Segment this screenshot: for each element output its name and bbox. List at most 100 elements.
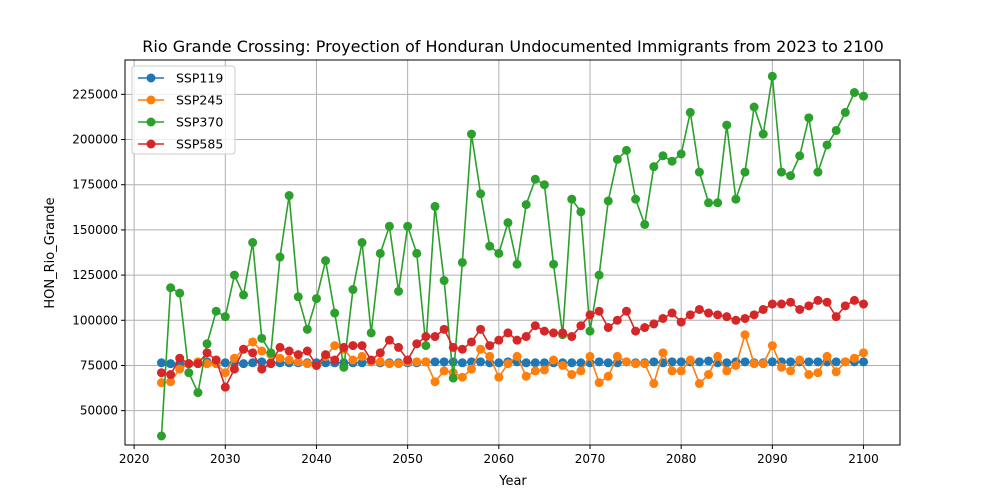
data-point <box>457 372 467 382</box>
data-point <box>257 364 267 374</box>
data-point <box>448 342 458 352</box>
data-point <box>321 358 331 368</box>
data-point <box>621 357 631 367</box>
data-point <box>649 357 659 367</box>
x-tick-label: 2050 <box>392 452 423 466</box>
data-point <box>521 358 531 368</box>
data-point <box>275 342 285 352</box>
data-point <box>366 328 376 338</box>
data-point <box>439 324 449 334</box>
data-point <box>457 257 467 267</box>
data-point <box>239 344 249 354</box>
data-point <box>348 355 358 365</box>
data-point <box>539 365 549 375</box>
data-point <box>685 310 695 320</box>
data-point <box>840 301 850 311</box>
data-point <box>539 326 549 336</box>
series-ssp370 <box>156 71 869 441</box>
x-tick-label: 2100 <box>848 452 879 466</box>
data-point <box>330 308 340 318</box>
legend-item-ssp119: SSP119 <box>138 71 223 86</box>
data-point <box>485 341 495 351</box>
data-point <box>421 341 431 351</box>
legend-item-ssp585: SSP585 <box>138 137 223 152</box>
legend-item-ssp245: SSP245 <box>138 93 223 108</box>
data-point <box>631 359 641 369</box>
data-point <box>612 351 622 361</box>
data-point <box>384 359 394 369</box>
data-point <box>813 368 823 378</box>
data-point <box>302 324 312 334</box>
data-point <box>156 378 166 388</box>
data-point <box>804 113 814 123</box>
data-point <box>795 355 805 365</box>
data-point <box>248 337 258 347</box>
data-point <box>722 312 732 322</box>
data-point <box>694 357 704 367</box>
data-point <box>375 248 385 258</box>
data-point <box>439 357 449 367</box>
data-point <box>859 299 869 309</box>
data-point <box>257 333 267 343</box>
data-point <box>576 207 586 217</box>
data-point <box>530 321 540 331</box>
data-point <box>412 248 422 258</box>
data-point <box>375 357 385 367</box>
data-point <box>849 353 859 363</box>
data-point <box>594 270 604 280</box>
data-point <box>430 332 440 342</box>
data-point <box>603 358 613 368</box>
data-point <box>859 348 869 358</box>
data-point <box>786 357 796 367</box>
data-point <box>512 351 522 361</box>
data-point <box>302 359 312 369</box>
data-point <box>776 362 786 372</box>
data-point <box>731 360 741 370</box>
data-point <box>822 297 832 307</box>
data-point <box>485 351 495 361</box>
data-point <box>621 306 631 316</box>
data-point <box>184 368 194 378</box>
data-point <box>667 357 677 367</box>
data-point <box>713 351 723 361</box>
data-point <box>831 312 841 322</box>
y-tick-label: 150000 <box>72 223 118 237</box>
data-point <box>849 88 859 98</box>
data-point <box>175 364 185 374</box>
data-point <box>275 252 285 262</box>
data-point <box>321 350 331 360</box>
x-axis: 2020 2030 2040 2050 2060 2070 2080 2090 2100 <box>119 445 879 466</box>
data-point <box>585 326 595 336</box>
data-point <box>229 364 239 374</box>
data-point <box>576 366 586 376</box>
data-point <box>731 194 741 204</box>
y-axis: 50000 75000 100000 125000 150000 175000 200000… <box>72 87 125 418</box>
data-point <box>776 299 786 309</box>
data-point <box>713 198 723 208</box>
data-point <box>649 162 659 172</box>
legend: SSP119 SSP245 SSP370 SSP585 <box>131 65 236 155</box>
y-tick-label: 50000 <box>80 404 118 418</box>
data-point <box>220 358 230 368</box>
data-point <box>266 359 276 369</box>
data-point <box>649 379 659 389</box>
data-point <box>704 356 714 366</box>
y-tick-label: 125000 <box>72 268 118 282</box>
data-point <box>558 328 568 338</box>
data-point <box>667 308 677 318</box>
data-point <box>521 332 531 342</box>
data-point <box>758 359 768 369</box>
data-point <box>166 359 176 369</box>
data-point <box>621 145 631 155</box>
series-layer <box>156 71 869 441</box>
series-line <box>161 332 864 386</box>
data-point <box>530 366 540 376</box>
data-point <box>494 358 504 368</box>
data-point <box>795 304 805 314</box>
data-point <box>476 344 486 354</box>
data-point <box>749 102 759 112</box>
data-point <box>339 342 349 352</box>
data-point <box>202 348 212 358</box>
data-point <box>466 364 476 374</box>
